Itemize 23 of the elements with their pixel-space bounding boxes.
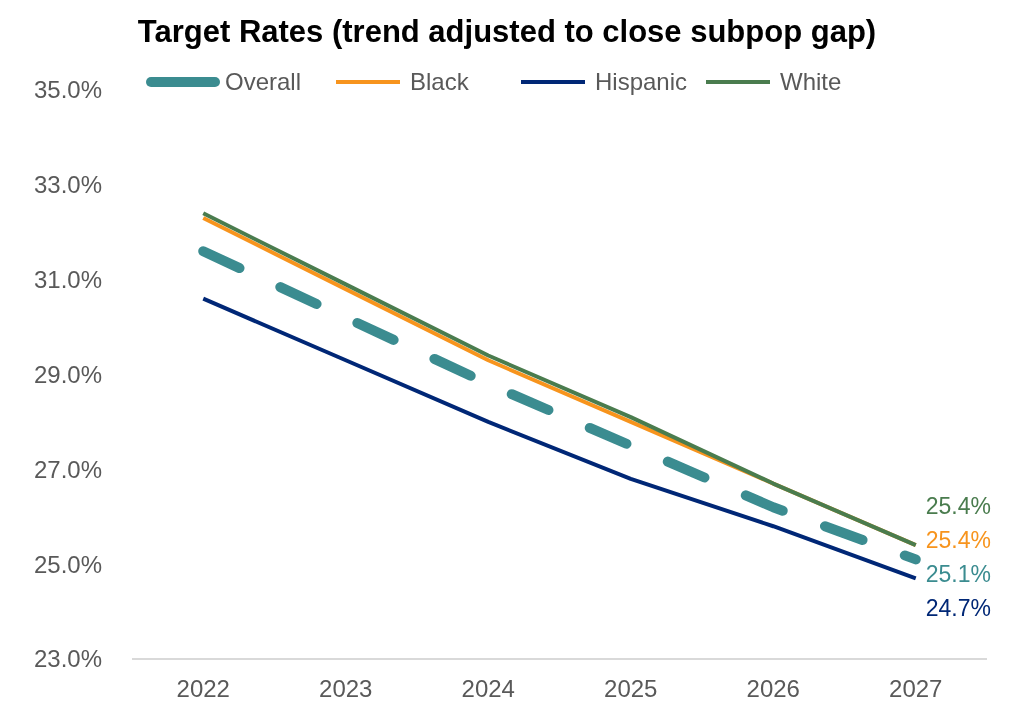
x-tick-label: 2026	[746, 675, 800, 702]
y-tick-label: 23.0%	[33, 645, 102, 673]
line-series	[201, 296, 918, 581]
x-tick-label: 2024	[461, 675, 515, 702]
y-tick-label: 33.0%	[33, 171, 102, 199]
data-label: 25.4%	[925, 493, 991, 520]
y-tick-label: 25.0%	[33, 550, 102, 578]
data-label: 24.7%	[925, 595, 991, 622]
legend-label: White	[780, 68, 842, 96]
legend-label: Overall	[225, 68, 302, 96]
chart-title: Target Rates (trend adjusted to close subpop gap)	[137, 14, 877, 49]
legend-label: Hispanic	[595, 68, 688, 96]
x-tick-label: 2025	[604, 675, 658, 702]
data-label: 25.4%	[925, 527, 991, 554]
x-tick-label: 2027	[889, 675, 943, 702]
x-tick-label: 2023	[319, 675, 373, 702]
y-tick-label: 27.0%	[33, 455, 102, 483]
legend-label: Black	[410, 68, 470, 96]
data-label: 25.1%	[925, 561, 991, 588]
y-tick-label: 35.0%	[33, 76, 102, 104]
x-tick-label: 2022	[176, 675, 230, 702]
y-tick-label: 29.0%	[33, 360, 102, 388]
y-tick-label: 31.0%	[33, 266, 102, 294]
